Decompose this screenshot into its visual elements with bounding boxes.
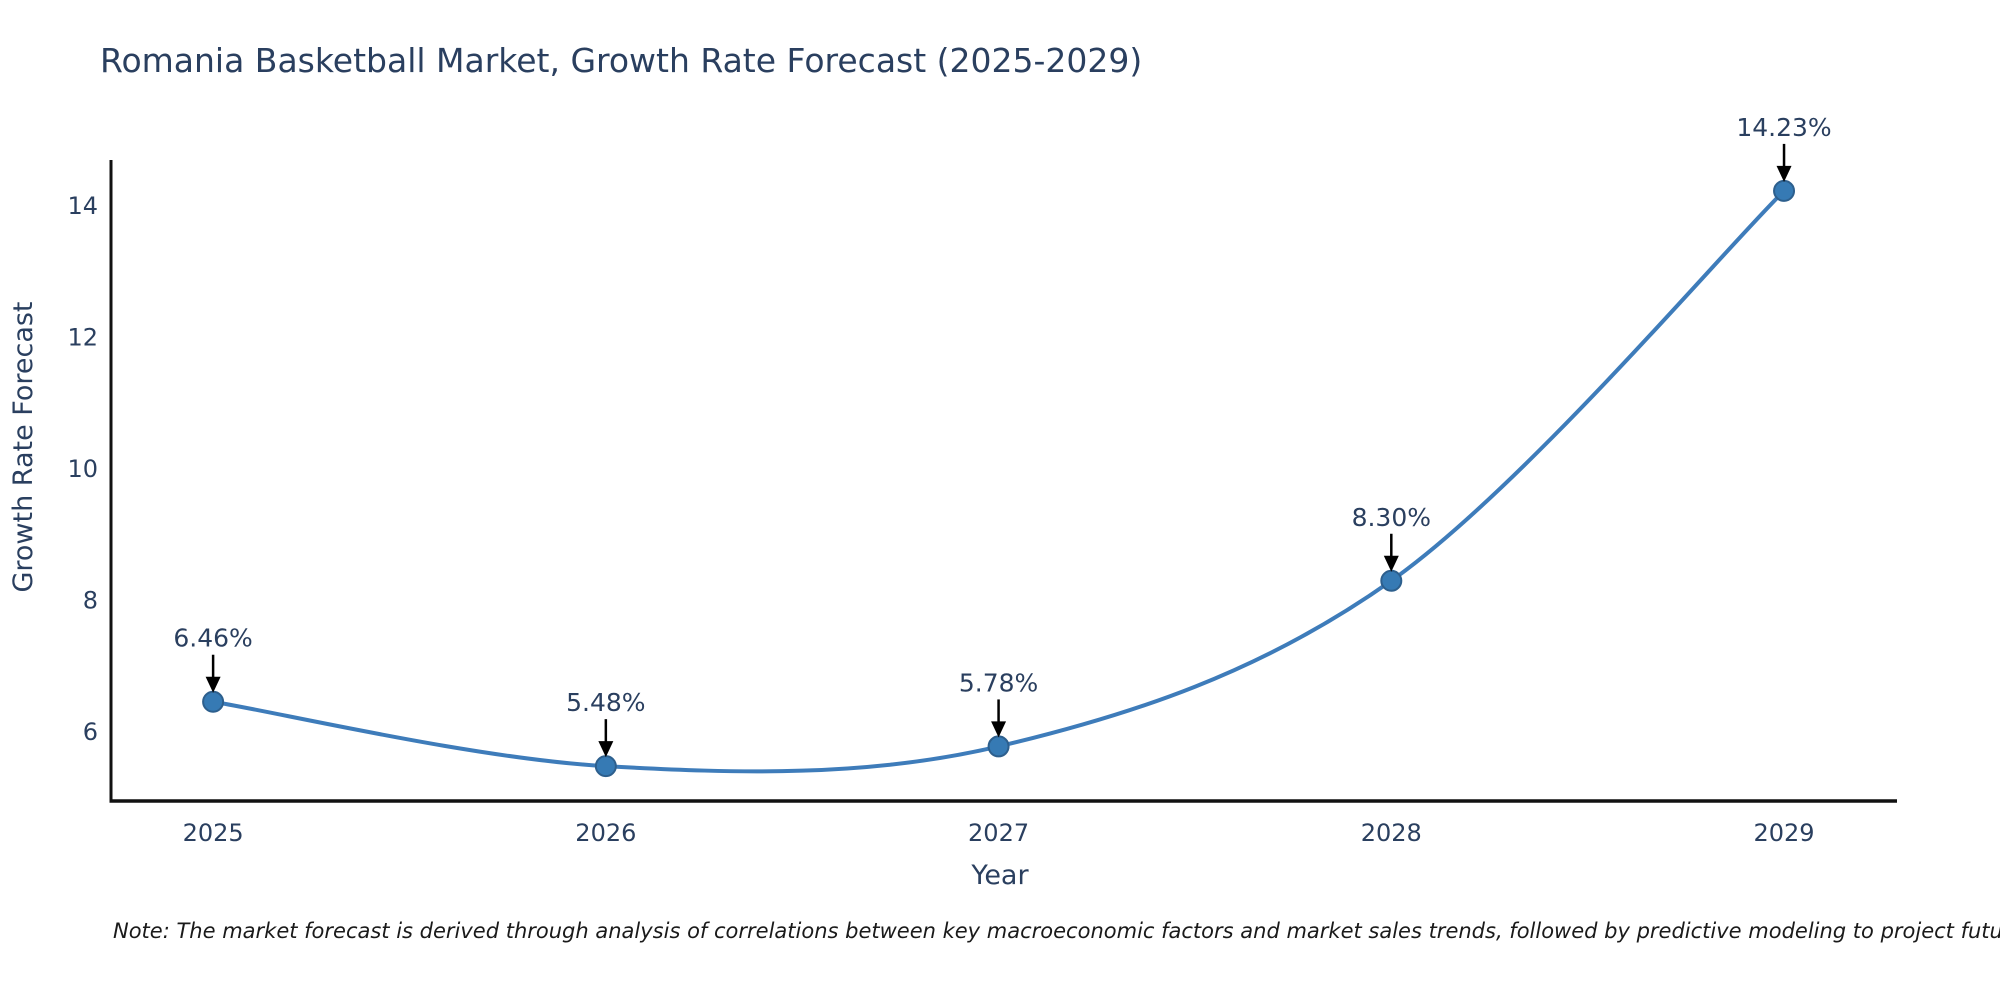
point-value-label: 8.30% [1352,503,1431,532]
y-tick-label: 12 [67,324,98,352]
annotation-arrowhead-icon [598,741,614,758]
annotation-arrowhead-icon [991,721,1007,738]
forecast-line [212,189,1786,774]
x-tick-label: 2026 [575,819,636,847]
annotation-arrowhead-icon [1776,165,1792,182]
x-tick-label: 2029 [1753,819,1814,847]
data-point-2029[interactable] [1773,179,1796,202]
point-value-label: 5.48% [566,688,645,717]
x-axis-title: Year [970,860,1029,891]
annotation-arrowhead-icon [1383,555,1399,572]
point-value-label: 14.23% [1736,113,1831,142]
x-tick-label: 2028 [1361,819,1422,847]
footnote: Note: The market forecast is derived thr… [113,919,2000,943]
y-tick-label: 6 [83,718,98,746]
data-point-2028[interactable] [1380,569,1403,592]
point-value-label: 5.78% [959,668,1038,697]
data-point-2026[interactable] [594,755,617,778]
annotation-arrowhead-icon [205,676,221,693]
y-tick-label: 14 [67,192,98,220]
y-tick-label: 8 [83,586,98,614]
chart-title: Romania Basketball Market, Growth Rate F… [100,41,1142,80]
data-point-2027[interactable] [987,735,1010,758]
data-point-2025[interactable] [202,690,225,713]
point-value-label: 6.46% [173,624,252,653]
y-axis-title: Growth Rate Forecast [8,301,39,592]
x-tick-label: 2027 [968,819,1029,847]
y-tick-label: 10 [67,455,98,483]
plot-layer: 2025 2026 2027 2028 2029 6 8 10 12 14 6.46% 5.48% 5.… [67,113,1897,847]
x-tick-label: 2025 [183,819,244,847]
